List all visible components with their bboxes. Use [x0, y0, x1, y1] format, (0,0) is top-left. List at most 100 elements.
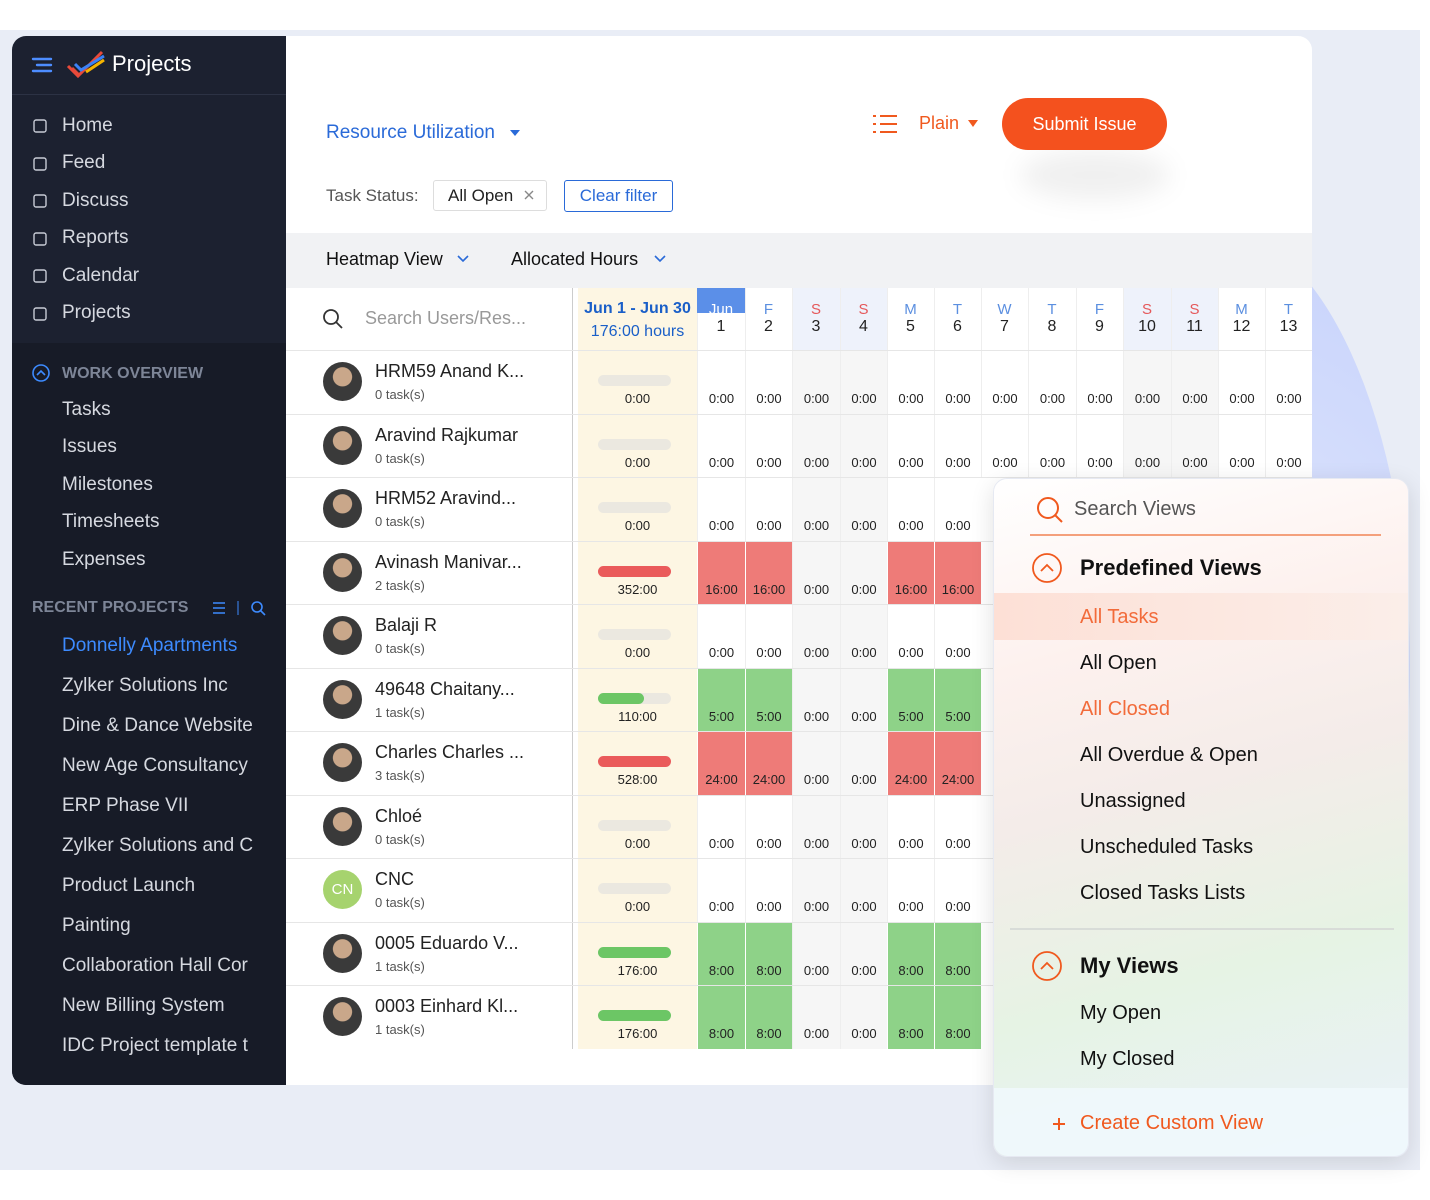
usage-track — [598, 883, 671, 894]
view-selector[interactable]: Resource Utilization — [326, 121, 495, 143]
view-item[interactable]: Closed Tasks Lists — [1080, 882, 1246, 904]
view-item[interactable]: All Closed — [1080, 698, 1171, 720]
layout-selector[interactable]: Plain — [919, 113, 960, 134]
user-name[interactable]: Charles Charles ... — [375, 742, 525, 763]
hour-cell: 5:00 — [745, 668, 792, 731]
user-name[interactable]: CNC — [375, 869, 414, 890]
day-header-bg — [840, 288, 887, 350]
submit-button[interactable]: Submit Issue — [1002, 98, 1167, 150]
nav-item[interactable]: Calendar — [62, 264, 140, 286]
user-name[interactable]: Chloé — [375, 805, 423, 826]
hour-cell: 0:00 — [697, 478, 745, 541]
nav-icon — [33, 306, 47, 321]
nav-item[interactable]: Milestones — [62, 473, 153, 495]
view-item[interactable]: All Open — [1080, 652, 1157, 674]
hour-cell: 24:00 — [887, 732, 934, 795]
create-view[interactable]: Create Custom View — [1080, 1112, 1264, 1134]
hour-cell: 0:00 — [745, 859, 792, 922]
filter-chip[interactable]: All Open — [433, 180, 547, 211]
row-total: 0:00 — [624, 518, 651, 533]
nav-item[interactable]: Discuss — [62, 189, 129, 211]
view-item[interactable]: All Overdue & Open — [1080, 744, 1258, 766]
measure[interactable]: Allocated Hours — [511, 249, 639, 270]
user-search[interactable]: Search Users/Res... — [365, 308, 527, 329]
nav-item[interactable]: Reports — [62, 227, 129, 249]
day-number: 3 — [811, 318, 821, 335]
nav-item[interactable]: Tasks — [62, 398, 111, 420]
menu-icon[interactable] — [31, 56, 53, 74]
view-item[interactable]: Unscheduled Tasks — [1080, 836, 1254, 858]
hour-cell: 0:00 — [792, 351, 840, 414]
view-mode[interactable]: Heatmap View — [326, 249, 443, 270]
clear-filter[interactable]: Clear filter — [564, 180, 673, 212]
collapse-icon — [1032, 553, 1062, 583]
project-link[interactable]: Painting — [62, 914, 131, 936]
panel-footer — [994, 1088, 1408, 1156]
group-title: Predefined Views — [1080, 554, 1262, 580]
hour-cell: 16:00 — [745, 541, 792, 604]
hour-cell: 8:00 — [745, 922, 792, 985]
hour-cell: 8:00 — [887, 986, 934, 1049]
hour-cell: 0:00 — [840, 795, 887, 858]
hour-cell: 0:00 — [840, 605, 887, 668]
view-item[interactable]: All Tasks — [1080, 606, 1159, 628]
avatar — [323, 997, 362, 1036]
task-count: 0 task(s) — [375, 831, 425, 847]
day-number: 10 — [1138, 318, 1156, 335]
hour-cell: 24:00 — [934, 732, 981, 795]
day-header-bg — [981, 288, 1028, 350]
avatar — [323, 933, 362, 973]
hour-cell: 0:00 — [1028, 351, 1076, 414]
view-item[interactable]: My Open — [1080, 1002, 1162, 1024]
project-link[interactable]: Dine & Dance Website — [62, 714, 253, 736]
hour-cell: 0:00 — [840, 668, 887, 731]
task-count: 1 task(s) — [375, 958, 425, 974]
nav-item[interactable]: Home — [62, 114, 113, 136]
day-top: T — [1283, 301, 1294, 318]
user-name[interactable]: Avinash Manivar... — [375, 551, 522, 572]
nav-item[interactable]: Projects — [62, 302, 131, 324]
project-link[interactable]: New Age Consultancy — [62, 754, 248, 776]
nav-item[interactable]: Timesheets — [62, 511, 160, 533]
hour-cell: 8:00 — [697, 986, 745, 1049]
user-name[interactable]: 0005 Eduardo V... — [375, 932, 519, 953]
user-name[interactable]: Balaji R — [375, 615, 438, 636]
collapse-icon — [1032, 951, 1062, 981]
user-name[interactable]: HRM52 Aravind... — [375, 488, 517, 509]
day-top: S — [858, 301, 869, 318]
project-link[interactable]: Zylker Solutions and C — [62, 834, 254, 856]
row-line — [286, 858, 1312, 859]
user-name[interactable]: 0003 Einhard Kl... — [375, 996, 519, 1017]
row-line — [286, 413, 1312, 415]
user-name[interactable]: HRM59 Anand K... — [375, 361, 525, 382]
row-line — [286, 540, 1312, 542]
nav-item[interactable]: Expenses — [62, 548, 146, 570]
nav-icon — [33, 231, 47, 246]
task-count: 1 task(s) — [375, 704, 425, 720]
project-link[interactable]: Donnelly Apartments — [62, 634, 238, 656]
hour-cell: 0:00 — [840, 541, 887, 604]
view-item[interactable]: Unassigned — [1080, 790, 1186, 812]
day-top: S — [810, 301, 821, 318]
project-link[interactable]: Product Launch — [62, 874, 196, 896]
day-header-bg — [1218, 288, 1265, 350]
user-name[interactable]: Aravind Rajkumar — [375, 424, 519, 445]
project-link[interactable]: Collaboration Hall Cor — [62, 954, 248, 976]
hour-cell: 0:00 — [697, 605, 745, 668]
day-number: 4 — [859, 318, 868, 335]
project-link[interactable]: New Billing System — [62, 994, 225, 1016]
avatar — [323, 489, 362, 528]
nav-item[interactable]: Issues — [62, 436, 117, 458]
hour-cell: 0:00 — [934, 414, 981, 477]
project-link[interactable]: Zylker Solutions Inc — [62, 674, 228, 696]
row-line — [286, 350, 1312, 351]
views-search[interactable]: Search Views — [1074, 498, 1196, 520]
view-item[interactable]: My Closed — [1080, 1048, 1175, 1070]
hour-cell: 0:00 — [792, 414, 840, 477]
hour-cell: 5:00 — [887, 668, 934, 731]
project-link[interactable]: ERP Phase VII — [62, 794, 189, 816]
usage-track — [598, 438, 671, 450]
nav-item[interactable]: Feed — [62, 152, 106, 174]
project-link[interactable]: IDC Project template t — [62, 1034, 248, 1056]
user-name[interactable]: 49648 Chaitany... — [375, 678, 515, 699]
